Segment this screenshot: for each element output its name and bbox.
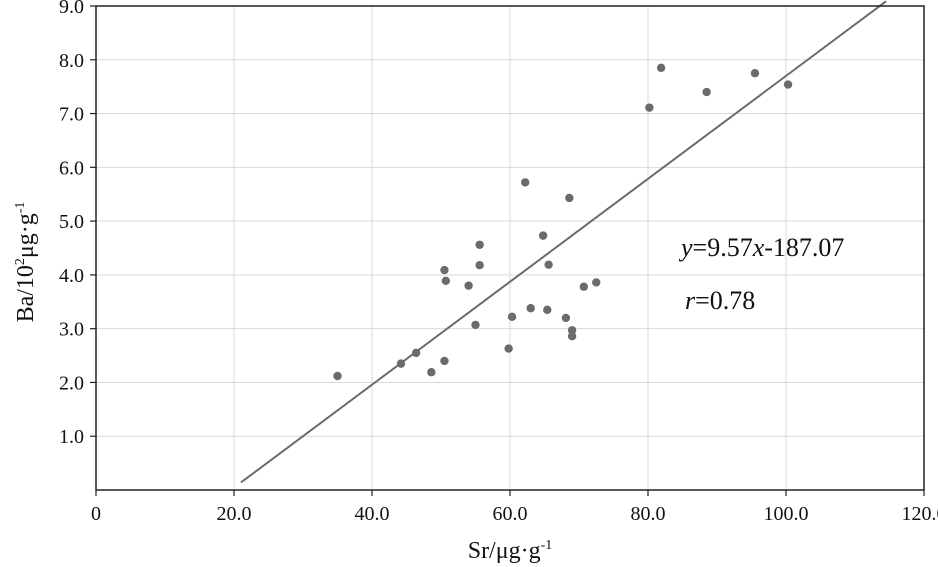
data-point: [440, 265, 449, 275]
x-tick-label: 0: [91, 503, 101, 525]
fit-line-layer: [240, 0, 887, 484]
data-point: [504, 344, 513, 353]
data-point: [475, 240, 484, 249]
data-point: [411, 348, 421, 358]
data-point: [645, 103, 654, 112]
data-point: [427, 368, 436, 377]
data-point: [520, 178, 530, 187]
y-tick-label: 9.0: [59, 0, 84, 18]
x-axis-title: Sr/μg·g-1: [468, 538, 553, 564]
data-point: [567, 331, 577, 341]
data-point: [567, 326, 577, 335]
y-tick-label: 1.0: [59, 426, 84, 448]
data-point: [543, 305, 552, 315]
x-tick-label: 120.0: [902, 503, 938, 525]
y-tick-label: 5.0: [59, 211, 84, 233]
data-point: [333, 371, 342, 381]
plot-frame: [95, 5, 925, 491]
data-point: [440, 356, 449, 366]
data-point: [592, 278, 601, 287]
correlation-coefficient: r=0.78: [685, 286, 755, 315]
y-tick-label: 4.0: [59, 265, 84, 287]
data-point: [750, 69, 760, 78]
data-point: [475, 261, 484, 270]
y-axis-title: Ba/102μg·g-1: [13, 202, 39, 323]
x-tick-label: 80.0: [631, 503, 666, 525]
data-point: [526, 304, 535, 313]
data-point: [471, 320, 480, 330]
regression-line: [240, 0, 887, 484]
data-point: [579, 282, 589, 291]
x-tick-label: 60.0: [493, 503, 528, 525]
regression-equation: y=9.57x-187.07: [678, 233, 844, 262]
data-point: [702, 87, 711, 97]
y-tick-label: 7.0: [59, 104, 84, 126]
x-tick-label: 20.0: [217, 503, 252, 525]
data-point: [783, 80, 793, 89]
data-point: [544, 260, 553, 269]
data-point: [464, 281, 473, 290]
y-tick-label: 6.0: [59, 157, 84, 179]
y-tick-label: 2.0: [59, 372, 84, 394]
data-point: [507, 312, 517, 322]
data-point: [656, 63, 666, 73]
data-point: [538, 231, 548, 240]
data-point: [441, 276, 451, 286]
x-tick-label: 100.0: [764, 503, 809, 525]
y-tick-label: 3.0: [59, 319, 84, 341]
grid: [96, 6, 924, 490]
axes: [90, 5, 925, 496]
tick-labels: 0 20.0 40.0 60.0 80.0 100.0 120.0 1.0 2.0 3.0 4.0 5…: [59, 0, 938, 525]
x-tick-label: 40.0: [355, 503, 390, 525]
data-point: [396, 359, 406, 368]
data-points: [333, 63, 793, 381]
data-point: [561, 313, 571, 323]
data-point: [565, 193, 574, 203]
y-tick-label: 8.0: [59, 50, 84, 72]
